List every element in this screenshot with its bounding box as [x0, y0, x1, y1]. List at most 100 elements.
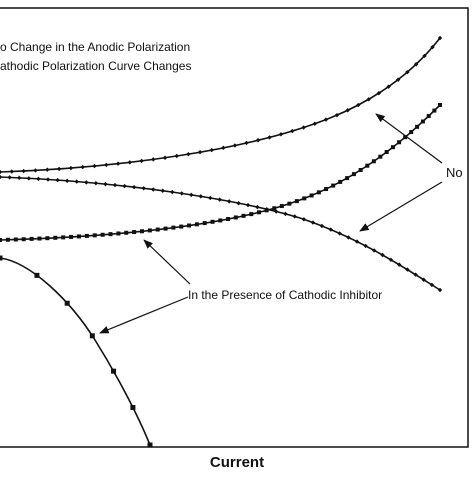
marker [301, 217, 307, 222]
marker [437, 35, 443, 41]
marker [0, 238, 2, 242]
marker [345, 108, 350, 113]
marker [89, 333, 95, 339]
marker [302, 196, 307, 201]
marker [45, 177, 51, 182]
marker [236, 200, 241, 206]
marker [141, 186, 146, 191]
marker [92, 233, 97, 238]
marker [290, 128, 295, 134]
marker [92, 163, 97, 169]
marker [64, 178, 70, 184]
marker [0, 174, 3, 180]
marker [345, 176, 350, 181]
marker [103, 181, 108, 187]
marker [421, 277, 426, 282]
marker [33, 168, 38, 173]
marker [331, 183, 336, 188]
marker [390, 145, 395, 150]
marker [160, 188, 165, 193]
marker [429, 282, 435, 288]
marker [420, 119, 425, 124]
arrow [99, 296, 189, 334]
marker [337, 231, 342, 236]
marker [93, 181, 99, 186]
marker [396, 262, 402, 267]
marker [198, 194, 203, 199]
marker [76, 234, 81, 239]
inhibited-cathodic-curve [0, 257, 151, 446]
marker [170, 189, 175, 195]
marker [438, 103, 442, 107]
marker [210, 219, 215, 224]
marker [112, 182, 118, 188]
marker [328, 227, 334, 232]
marker [244, 140, 249, 146]
marker [365, 163, 370, 168]
arrow [375, 113, 443, 164]
marker [409, 130, 414, 135]
marker [309, 193, 314, 198]
marker [187, 223, 192, 228]
marker [283, 211, 288, 217]
marker [323, 117, 329, 122]
marker [405, 69, 410, 75]
marker [209, 147, 214, 153]
marker [132, 230, 137, 235]
marker [208, 195, 213, 201]
marker [84, 180, 89, 185]
marker [163, 226, 168, 231]
marker [171, 225, 176, 230]
marker [310, 220, 316, 225]
marker [264, 208, 269, 213]
marker [432, 108, 437, 113]
marker [245, 202, 251, 208]
marker [346, 235, 351, 240]
marker [287, 201, 292, 206]
marker [36, 176, 41, 182]
marker [127, 160, 132, 165]
marker [53, 235, 58, 240]
marker [45, 167, 50, 172]
marker [147, 228, 152, 233]
marker [34, 272, 40, 278]
marker [21, 168, 26, 174]
marker [358, 167, 363, 172]
marker [151, 187, 156, 192]
marker [0, 169, 3, 175]
marker [147, 442, 153, 448]
marker [415, 124, 420, 129]
marker [278, 132, 284, 137]
marker [179, 224, 184, 229]
marker [301, 125, 306, 130]
x-axis-label: Current [210, 454, 264, 471]
curve-markers [0, 35, 443, 448]
marker [395, 77, 401, 82]
marker [139, 229, 144, 234]
marker [232, 143, 238, 148]
marker [37, 236, 42, 241]
marker [0, 255, 3, 261]
marker [17, 175, 22, 181]
marker [426, 114, 431, 119]
annotation: o Change in the Anodic Polarization [0, 40, 190, 54]
marker [218, 218, 223, 223]
marker [84, 233, 89, 238]
marker [26, 176, 32, 181]
marker [104, 162, 109, 168]
marker [255, 138, 261, 143]
marker [338, 179, 343, 184]
marker [388, 257, 394, 262]
marker [115, 161, 121, 166]
marker [371, 159, 376, 164]
marker [356, 102, 361, 108]
marker [255, 204, 260, 210]
marker [108, 232, 113, 237]
marker [256, 210, 261, 215]
marker [267, 135, 272, 140]
arrow [359, 181, 443, 232]
marker [233, 215, 238, 220]
marker [354, 239, 360, 244]
marker [241, 213, 246, 218]
